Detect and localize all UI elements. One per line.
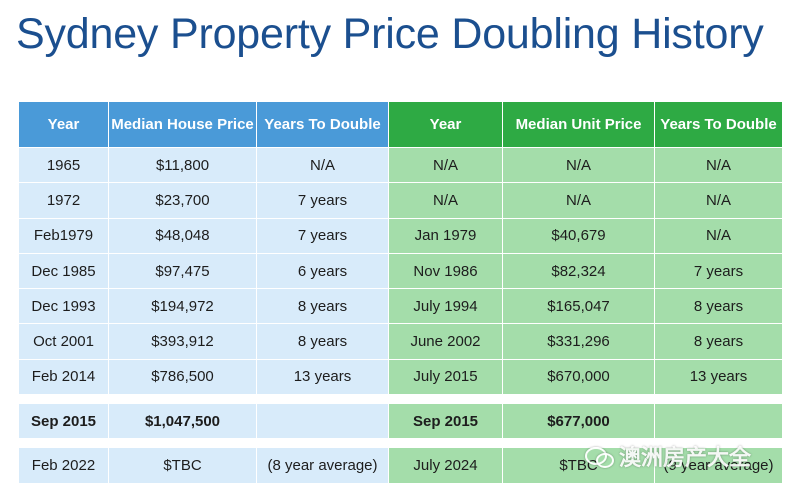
unit-years-cell: 13 years <box>655 359 782 396</box>
house-price-cell: $1,047,500 <box>109 404 257 440</box>
unit-price-cell: $670,000 <box>503 359 655 396</box>
house-year-cell: 1972 <box>19 183 109 219</box>
house-year-cell: Feb 2014 <box>19 359 109 396</box>
row-spacer <box>19 395 782 404</box>
header-unit-years-to-double: Years To Double <box>655 102 782 148</box>
forecast-row: Feb 2022 $TBC (8 year average) July 2024… <box>19 448 782 484</box>
unit-price-cell: N/A <box>503 148 655 184</box>
house-price-cell: $TBC <box>109 448 257 484</box>
unit-year-cell: July 2015 <box>389 359 503 396</box>
unit-years-cell: 7 years <box>655 253 782 290</box>
unit-years-cell: N/A <box>655 148 782 184</box>
house-years-cell: 8 years <box>257 289 389 325</box>
unit-price-cell: $82,324 <box>503 253 655 290</box>
house-years-cell: 7 years <box>257 183 389 219</box>
header-house-year: Year <box>19 102 109 148</box>
house-years-cell: 6 years <box>257 253 389 290</box>
table-row: Feb1979 $48,048 7 years Jan 1979 $40,679… <box>19 218 782 254</box>
house-years-cell <box>257 404 389 440</box>
current-row: Sep 2015 $1,047,500 Sep 2015 $677,000 <box>19 404 782 440</box>
unit-years-cell: 8 years <box>655 324 782 360</box>
unit-years-cell <box>655 404 782 440</box>
house-year-cell: Dec 1985 <box>19 253 109 290</box>
table-row: Dec 1993 $194,972 8 years July 1994 $165… <box>19 289 782 325</box>
house-years-cell: 13 years <box>257 359 389 396</box>
house-year-cell: 1965 <box>19 148 109 184</box>
unit-year-cell: Nov 1986 <box>389 253 503 290</box>
row-spacer <box>19 439 782 448</box>
unit-price-cell: $TBC <box>503 448 655 484</box>
unit-years-cell: N/A <box>655 218 782 254</box>
unit-year-cell: June 2002 <box>389 324 503 360</box>
house-year-cell: Feb 2022 <box>19 448 109 484</box>
unit-years-cell: N/A <box>655 183 782 219</box>
house-years-cell: (8 year average) <box>257 448 389 484</box>
unit-year-cell: July 1994 <box>389 289 503 325</box>
house-price-cell: $194,972 <box>109 289 257 325</box>
house-price-cell: $786,500 <box>109 359 257 396</box>
house-years-cell: 7 years <box>257 218 389 254</box>
table-header-row: Year Median House Price Years To Double … <box>19 102 782 148</box>
house-price-cell: $11,800 <box>109 148 257 184</box>
unit-years-cell: 8 years <box>655 289 782 325</box>
header-median-unit-price: Median Unit Price <box>503 102 655 148</box>
table-row: Dec 1985 $97,475 6 years Nov 1986 $82,32… <box>19 253 782 290</box>
house-year-cell: Feb1979 <box>19 218 109 254</box>
price-doubling-table: Year Median House Price Years To Double … <box>19 102 782 484</box>
unit-years-cell: (9 year average) <box>655 448 782 484</box>
unit-year-cell: Sep 2015 <box>389 404 503 440</box>
unit-price-cell: $165,047 <box>503 289 655 325</box>
unit-price-cell: $677,000 <box>503 404 655 440</box>
header-median-house-price: Median House Price <box>109 102 257 148</box>
table-row: Oct 2001 $393,912 8 years June 2002 $331… <box>19 324 782 360</box>
unit-year-cell: Jan 1979 <box>389 218 503 254</box>
house-price-cell: $393,912 <box>109 324 257 360</box>
unit-year-cell: N/A <box>389 183 503 219</box>
table-row: Feb 2014 $786,500 13 years July 2015 $67… <box>19 359 782 396</box>
unit-price-cell: $331,296 <box>503 324 655 360</box>
unit-year-cell: N/A <box>389 148 503 184</box>
house-price-cell: $97,475 <box>109 253 257 290</box>
page-title: Sydney Property Price Doubling History <box>16 10 764 58</box>
table-row: 1972 $23,700 7 years N/A N/A N/A <box>19 183 782 219</box>
unit-year-cell: July 2024 <box>389 448 503 484</box>
table-row: 1965 $11,800 N/A N/A N/A N/A <box>19 148 782 184</box>
header-unit-year: Year <box>389 102 503 148</box>
house-price-cell: $48,048 <box>109 218 257 254</box>
house-years-cell: N/A <box>257 148 389 184</box>
unit-price-cell: N/A <box>503 183 655 219</box>
unit-price-cell: $40,679 <box>503 218 655 254</box>
house-year-cell: Sep 2015 <box>19 404 109 440</box>
house-years-cell: 8 years <box>257 324 389 360</box>
header-house-years-to-double: Years To Double <box>257 102 389 148</box>
house-price-cell: $23,700 <box>109 183 257 219</box>
house-year-cell: Dec 1993 <box>19 289 109 325</box>
house-year-cell: Oct 2001 <box>19 324 109 360</box>
